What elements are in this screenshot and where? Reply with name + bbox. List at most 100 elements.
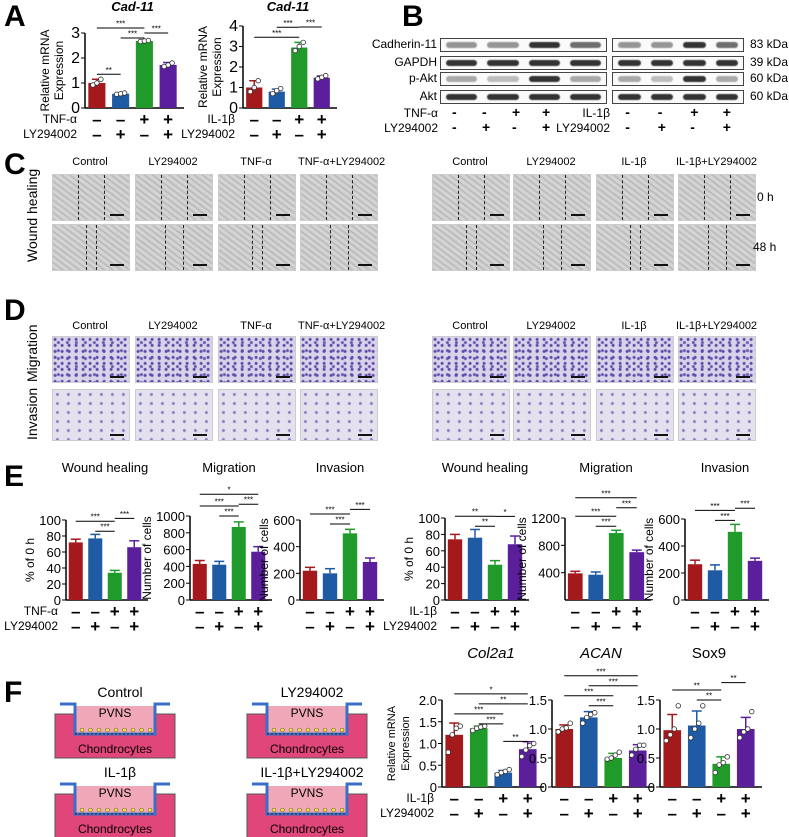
y-tick-label: 200 bbox=[273, 566, 295, 581]
treatment-sign: + bbox=[750, 602, 760, 621]
bar bbox=[68, 542, 83, 600]
y-tick-label: 0 bbox=[648, 780, 655, 795]
wound-micrograph bbox=[513, 174, 591, 221]
treatment-sign: + bbox=[345, 602, 355, 621]
treatment-label: TNF-α bbox=[43, 112, 77, 126]
transwell-diagram bbox=[54, 782, 176, 837]
data-point bbox=[292, 47, 298, 54]
scale-bar bbox=[490, 376, 504, 378]
y-axis-label: Expression bbox=[210, 37, 224, 96]
cell-dot bbox=[288, 727, 294, 733]
y-tick-label: 2.0 bbox=[419, 693, 437, 708]
scale-bar bbox=[654, 376, 668, 378]
y-tick-label: 0 bbox=[430, 780, 437, 795]
blot-row-label: p-Akt bbox=[408, 71, 437, 85]
bar bbox=[88, 83, 106, 108]
y-tick-label: 400 bbox=[538, 566, 560, 581]
mig-micrograph bbox=[596, 336, 674, 383]
scale-bar bbox=[110, 214, 124, 216]
inv-micrograph bbox=[300, 389, 378, 441]
treatment-sign: – bbox=[668, 789, 677, 808]
treatment-sign: + bbox=[253, 617, 263, 636]
treatment-label: LY294002 bbox=[4, 619, 58, 633]
mig-micrograph bbox=[513, 336, 591, 383]
wound-edge bbox=[543, 225, 544, 270]
y-tick-label: 80 bbox=[47, 529, 61, 544]
treatment-sign: – bbox=[490, 617, 499, 636]
treatment-sign: – bbox=[668, 804, 677, 823]
y-tick-label: 400 bbox=[273, 540, 295, 555]
scale-bar bbox=[736, 264, 750, 266]
cell-dot bbox=[314, 727, 319, 733]
wound-micrograph bbox=[678, 224, 756, 271]
wound-edge bbox=[708, 225, 709, 270]
blot-band bbox=[715, 60, 738, 66]
chart-title: ACAN bbox=[579, 645, 622, 662]
treatment-sign: + bbox=[512, 104, 521, 120]
cell-dot bbox=[339, 807, 345, 813]
wound-edge bbox=[458, 175, 459, 220]
chart-title: Invasion bbox=[701, 460, 749, 475]
lower-label: Chondrocytes bbox=[77, 742, 153, 756]
wound-edge bbox=[183, 225, 184, 270]
treatment-sign: + bbox=[214, 617, 224, 636]
blot-band bbox=[683, 76, 706, 82]
significance-marker: *** bbox=[720, 512, 729, 521]
treatment-label: LY294002 bbox=[384, 121, 438, 135]
significance-marker: ** bbox=[106, 66, 112, 75]
data-point bbox=[745, 726, 751, 732]
treatment-sign: – bbox=[325, 602, 334, 621]
blot-row-label: Cadherin-11 bbox=[371, 37, 437, 51]
treatment-sign: – bbox=[295, 125, 304, 144]
cell-dot bbox=[331, 807, 336, 813]
treatment-sign: – bbox=[195, 617, 204, 636]
significance-marker: ** bbox=[500, 695, 506, 704]
treatment-sign: – bbox=[560, 789, 569, 808]
bar bbox=[707, 570, 723, 600]
wound-edge bbox=[622, 175, 623, 220]
y-tick-label: 1.0 bbox=[419, 737, 437, 752]
y-tick-label: 2 bbox=[71, 50, 80, 67]
treatment-sign: + bbox=[657, 119, 666, 135]
y-tick-label: 0 bbox=[178, 593, 185, 608]
y-axis-label: Number of cells bbox=[515, 517, 529, 600]
blot-band bbox=[683, 60, 706, 66]
treatment-label: IL-1β bbox=[409, 604, 437, 618]
data-point bbox=[692, 726, 698, 732]
cell-dot bbox=[339, 727, 345, 733]
cell-dot bbox=[147, 727, 153, 733]
y-tick-label: 1 bbox=[71, 75, 80, 92]
cell-dot bbox=[139, 807, 144, 813]
data-point bbox=[720, 759, 726, 766]
treatment-sign: – bbox=[450, 602, 459, 621]
wound-micrograph bbox=[596, 224, 674, 271]
data-point bbox=[671, 726, 677, 732]
treatment-sign: – bbox=[345, 617, 354, 636]
treatment-sign: – bbox=[690, 617, 699, 636]
y-tick-label: 1.0 bbox=[529, 722, 547, 737]
y-tick-label: 20 bbox=[47, 577, 61, 592]
mig-micrograph bbox=[218, 336, 296, 383]
wound-micrograph bbox=[432, 224, 510, 271]
y-tick-label: 0.5 bbox=[637, 751, 655, 766]
treatment-sign: - bbox=[625, 119, 630, 135]
y-axis-label: Number of cells bbox=[257, 518, 271, 601]
treatment-sign: – bbox=[470, 602, 479, 621]
treatment-sign: + bbox=[633, 804, 643, 823]
cell-dot bbox=[79, 807, 85, 813]
chart-title: Migration bbox=[579, 460, 632, 475]
inv-micrograph bbox=[52, 389, 130, 441]
data-point bbox=[612, 752, 618, 758]
blot-band bbox=[487, 60, 519, 66]
data-point bbox=[523, 747, 529, 753]
data-point bbox=[696, 720, 702, 726]
chart-title: Invasion bbox=[316, 460, 364, 475]
significance-marker: *** bbox=[306, 19, 315, 28]
column-header: LY294002 bbox=[148, 320, 198, 332]
blot-row-label: Akt bbox=[419, 89, 437, 103]
inv-micrograph bbox=[596, 389, 674, 441]
y-tick-label: 1.5 bbox=[419, 715, 437, 730]
data-point bbox=[712, 769, 718, 776]
treatment-sign: – bbox=[71, 602, 80, 621]
